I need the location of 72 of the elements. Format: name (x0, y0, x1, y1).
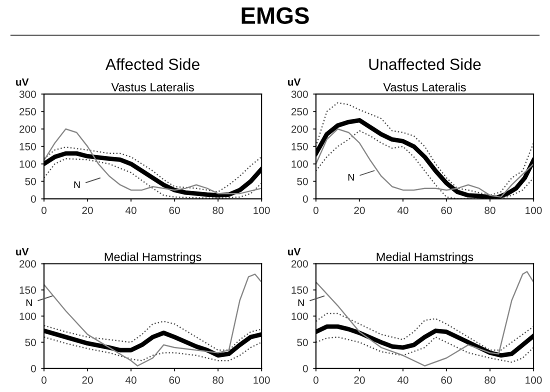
y-axis-title: uV (16, 248, 29, 256)
y-tick-label: 100 (20, 160, 36, 168)
y-tick-label: 200 (291, 125, 308, 133)
x-tick-label: 80 (484, 206, 496, 214)
y-tick-label: 50 (297, 178, 308, 186)
annotation: N (26, 299, 32, 306)
y-tick-label: 300 (19, 90, 36, 98)
line-series (44, 128, 262, 194)
y-tick-label: 0 (30, 364, 36, 372)
line-series (44, 274, 262, 366)
x-tick-label: 0 (313, 206, 318, 214)
x-tick-label: 40 (397, 376, 408, 384)
y-tick-label: 250 (291, 108, 308, 116)
text: EMGS (242, 7, 309, 24)
chart-title: Unaffected Side (369, 58, 481, 70)
y-tick-label: 100 (20, 312, 36, 320)
x-tick-label: 80 (212, 206, 224, 214)
y-tick-label: 300 (291, 90, 308, 98)
x-tick-label: 100 (526, 206, 542, 214)
x-tick-label: 20 (354, 376, 365, 384)
y-tick-label: 150 (292, 142, 308, 150)
y-tick-label: 250 (20, 108, 36, 116)
x-tick-label: 40 (397, 206, 408, 214)
x-tick-label: 60 (441, 206, 452, 214)
y-tick-label: 150 (20, 142, 36, 150)
x-tick-label: 0 (313, 376, 318, 384)
y-axis-title: uV (16, 78, 29, 86)
x-tick-label: 60 (169, 376, 180, 384)
y-tick-label: 0 (302, 195, 308, 203)
y-axis-title: uV (288, 248, 301, 256)
chart-title: Medial Hamstrings (376, 252, 474, 264)
x-tick-label: 0 (42, 206, 46, 214)
line-series (316, 102, 534, 196)
line-series (316, 336, 534, 363)
annotation: N (74, 181, 80, 188)
line-series (44, 320, 262, 351)
x-tick-label: 20 (82, 376, 93, 384)
annotation: N (348, 174, 354, 181)
y-tick-label: 50 (25, 338, 36, 346)
x-tick-label: 0 (42, 376, 46, 384)
y-tick-label: 150 (292, 286, 308, 294)
line-series (316, 312, 534, 351)
x-tick-label: 60 (441, 376, 452, 384)
x-tick-label: 100 (526, 376, 542, 384)
x-tick-label: 80 (484, 376, 496, 384)
x-tick-label: 40 (125, 376, 136, 384)
chart-subtitle: Vastus Lateralis (111, 82, 194, 92)
x-tick-label: 20 (354, 206, 365, 214)
line-series (316, 270, 534, 366)
chart-title: Affected Side (105, 58, 200, 70)
y-tick-label: 200 (20, 125, 36, 133)
y-tick-label: 0 (30, 195, 36, 203)
y-tick-label: 50 (297, 338, 308, 346)
x-tick-label: 80 (212, 376, 224, 384)
y-tick-label: 200 (291, 260, 308, 268)
y-tick-label: 0 (302, 364, 308, 372)
chart-subtitle: Vastus Lateralis (383, 82, 466, 92)
chart-title: Medial Hamstrings (104, 252, 202, 264)
line-series (44, 336, 262, 362)
line-series (44, 146, 262, 192)
y-tick-label: 150 (20, 286, 36, 294)
y-tick-label: 200 (20, 260, 36, 268)
y-axis-title: uV (288, 78, 301, 86)
y-tick-label: 100 (292, 312, 308, 320)
x-tick-label: 100 (254, 376, 270, 384)
x-tick-label: 40 (125, 206, 136, 214)
x-tick-label: 60 (169, 206, 180, 214)
y-tick-label: 50 (25, 178, 36, 186)
y-tick-label: 100 (292, 160, 308, 168)
annotation: N (298, 299, 304, 306)
x-tick-label: 100 (254, 206, 270, 214)
x-tick-label: 20 (82, 206, 93, 214)
